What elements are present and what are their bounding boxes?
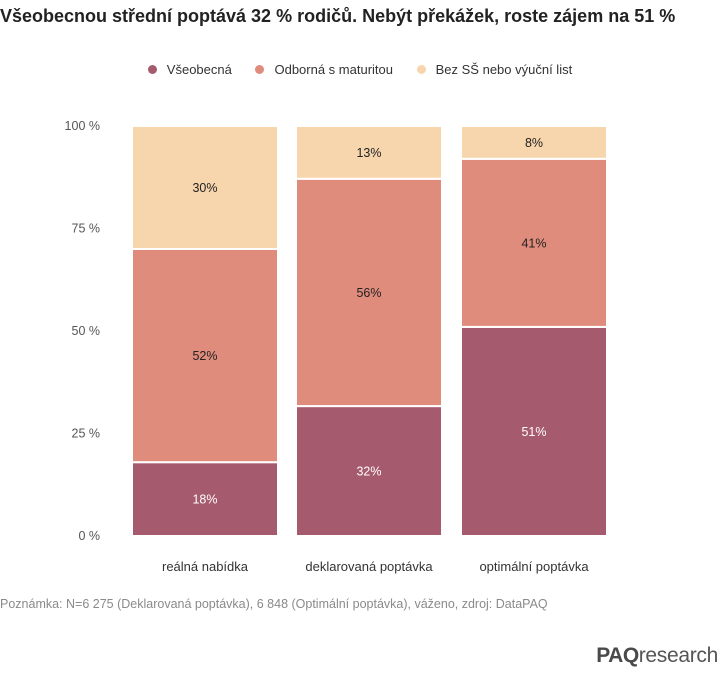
data-label-bez-ss: 8%: [525, 136, 543, 150]
bar-segment-bez-ss: [460, 125, 608, 160]
data-label-odborna: 41%: [521, 236, 546, 250]
paq-research-logo: PAQresearch: [596, 644, 718, 668]
legend-label-bez-ss: Bez SŠ nebo výuční list: [435, 62, 573, 77]
legend-swatch-odborna: [255, 65, 265, 74]
y-tick-label: 75 %: [72, 222, 101, 236]
bar-segment-vseobecna: [460, 325, 608, 537]
stacked-bar-chart: 0 % 25 % 50 % 75 % 100 % 18% 52% 30% reálná nabí…: [65, 119, 608, 574]
data-label-odborna: 52%: [192, 349, 217, 363]
bar-segment-bez-ss: [131, 125, 279, 250]
data-label-odborna: 56%: [356, 286, 381, 300]
bar-segment-odborna: [131, 248, 279, 464]
x-category-label: reálná nabídka: [162, 559, 249, 574]
logo-paq: PAQ: [596, 644, 639, 667]
data-label-bez-ss: 13%: [356, 146, 381, 160]
data-label-vseobecna: 51%: [521, 425, 546, 439]
footnote: Poznámka: N=6 275 (Deklarovaná poptávka)…: [0, 597, 548, 611]
bar-segment-bez-ss: [295, 125, 443, 180]
y-tick-label: 0 %: [78, 529, 100, 543]
chart-title: Všeobecnou střední poptává 32 % rodičů. …: [0, 6, 676, 26]
legend-item-bez-ss: Bez SŠ nebo výuční list: [416, 62, 573, 77]
logo-research: research: [638, 644, 719, 667]
data-label-vseobecna: 18%: [192, 493, 217, 507]
x-category-label: deklarovaná poptávka: [305, 559, 433, 574]
y-tick-label: 25 %: [72, 427, 101, 441]
bar-segment-vseobecna: [131, 461, 279, 538]
data-label-vseobecna: 32%: [356, 465, 381, 479]
bar-segment-odborna: [460, 157, 608, 328]
y-tick-label: 50 %: [72, 324, 101, 338]
y-tick-label: 100 %: [65, 119, 100, 133]
legend-swatch-vseobecna: [147, 65, 157, 74]
legend-swatch-bez-ss: [416, 65, 426, 74]
legend-item-vseobecna: Všeobecná: [147, 62, 232, 77]
legend-label-odborna: Odborná s maturitou: [274, 62, 393, 77]
x-category-label: optimální poptávka: [479, 559, 589, 574]
legend: Všeobecná Odborná s maturitou Bez SŠ neb…: [0, 62, 720, 77]
data-label-bez-ss: 30%: [192, 181, 217, 195]
legend-label-vseobecna: Všeobecná: [166, 62, 232, 77]
legend-item-odborna: Odborná s maturitou: [255, 62, 393, 77]
